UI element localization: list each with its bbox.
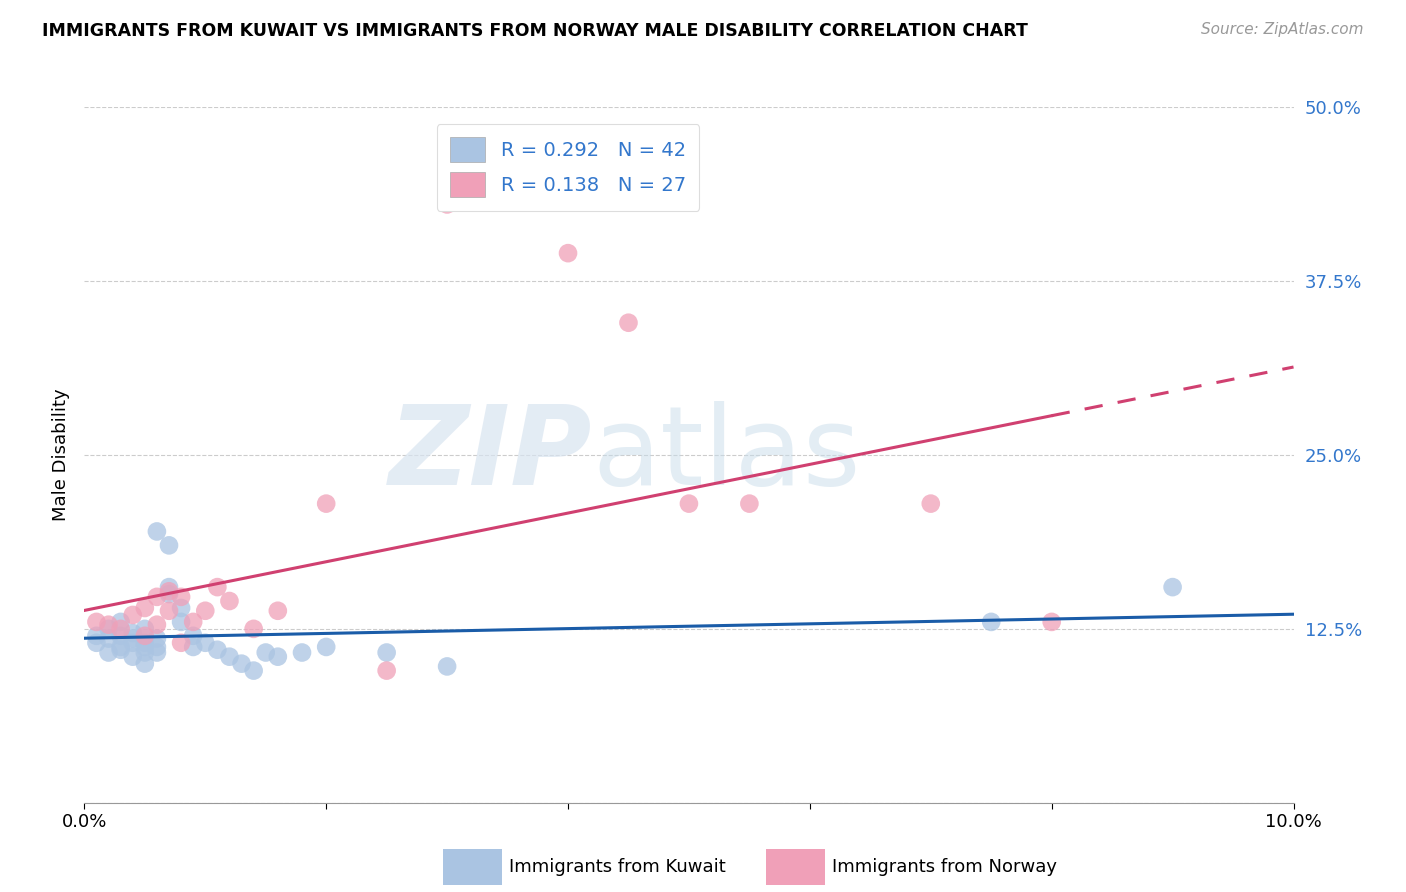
Point	[97, 622, 120, 636]
Point	[315, 497, 337, 511]
Point	[121, 649, 143, 664]
Point	[97, 617, 120, 632]
Point	[194, 604, 217, 618]
Point	[121, 636, 143, 650]
Point	[1040, 615, 1063, 629]
Point	[157, 580, 180, 594]
Point	[207, 642, 229, 657]
Point	[157, 587, 180, 601]
Point	[134, 646, 156, 660]
Point	[146, 590, 169, 604]
Point	[678, 497, 700, 511]
Point	[170, 615, 193, 629]
Point	[110, 640, 132, 654]
Point	[291, 646, 314, 660]
Point	[110, 622, 132, 636]
Point	[110, 629, 132, 643]
Point	[97, 632, 120, 646]
Point	[170, 636, 193, 650]
Point	[146, 640, 169, 654]
Text: IMMIGRANTS FROM KUWAIT VS IMMIGRANTS FROM NORWAY MALE DISABILITY CORRELATION CHA: IMMIGRANTS FROM KUWAIT VS IMMIGRANTS FRO…	[42, 22, 1028, 40]
Point	[134, 640, 156, 654]
Point	[110, 615, 132, 629]
Point	[134, 657, 156, 671]
Point	[86, 636, 108, 650]
Point	[134, 622, 156, 636]
Point	[97, 646, 120, 660]
Text: atlas: atlas	[592, 401, 860, 508]
Point	[170, 590, 193, 604]
Point	[146, 617, 169, 632]
Point	[267, 649, 290, 664]
Point	[181, 629, 204, 643]
Point	[194, 636, 217, 650]
Point	[980, 615, 1002, 629]
Point	[134, 636, 156, 650]
Y-axis label: Male Disability: Male Disability	[52, 389, 70, 521]
Point	[121, 626, 143, 640]
Point	[315, 640, 337, 654]
Point	[121, 607, 143, 622]
Text: ZIP: ZIP	[388, 401, 592, 508]
Point	[436, 659, 458, 673]
Point	[557, 246, 579, 260]
Point	[242, 664, 264, 678]
Point	[254, 646, 277, 660]
Point	[86, 615, 108, 629]
Point	[181, 640, 204, 654]
Point	[375, 646, 398, 660]
Point	[231, 657, 253, 671]
Point	[146, 646, 169, 660]
Point	[86, 629, 108, 643]
Point	[218, 594, 240, 608]
Point	[436, 197, 458, 211]
Point	[157, 538, 180, 552]
Legend: R = 0.292   N = 42, R = 0.138   N = 27: R = 0.292 N = 42, R = 0.138 N = 27	[437, 124, 699, 211]
Point	[218, 649, 240, 664]
Point	[134, 601, 156, 615]
Point	[738, 497, 761, 511]
Point	[157, 584, 180, 599]
Point	[267, 604, 290, 618]
Point	[1161, 580, 1184, 594]
Text: Source: ZipAtlas.com: Source: ZipAtlas.com	[1201, 22, 1364, 37]
Point	[146, 632, 169, 646]
Point	[157, 604, 180, 618]
Point	[181, 615, 204, 629]
Point	[146, 524, 169, 539]
Point	[170, 601, 193, 615]
Point	[242, 622, 264, 636]
Point	[375, 664, 398, 678]
Point	[110, 642, 132, 657]
Point	[920, 497, 942, 511]
Point	[134, 629, 156, 643]
Point	[617, 316, 640, 330]
Text: Immigrants from Norway: Immigrants from Norway	[832, 858, 1057, 876]
Text: Immigrants from Kuwait: Immigrants from Kuwait	[509, 858, 725, 876]
Point	[121, 632, 143, 646]
Point	[207, 580, 229, 594]
